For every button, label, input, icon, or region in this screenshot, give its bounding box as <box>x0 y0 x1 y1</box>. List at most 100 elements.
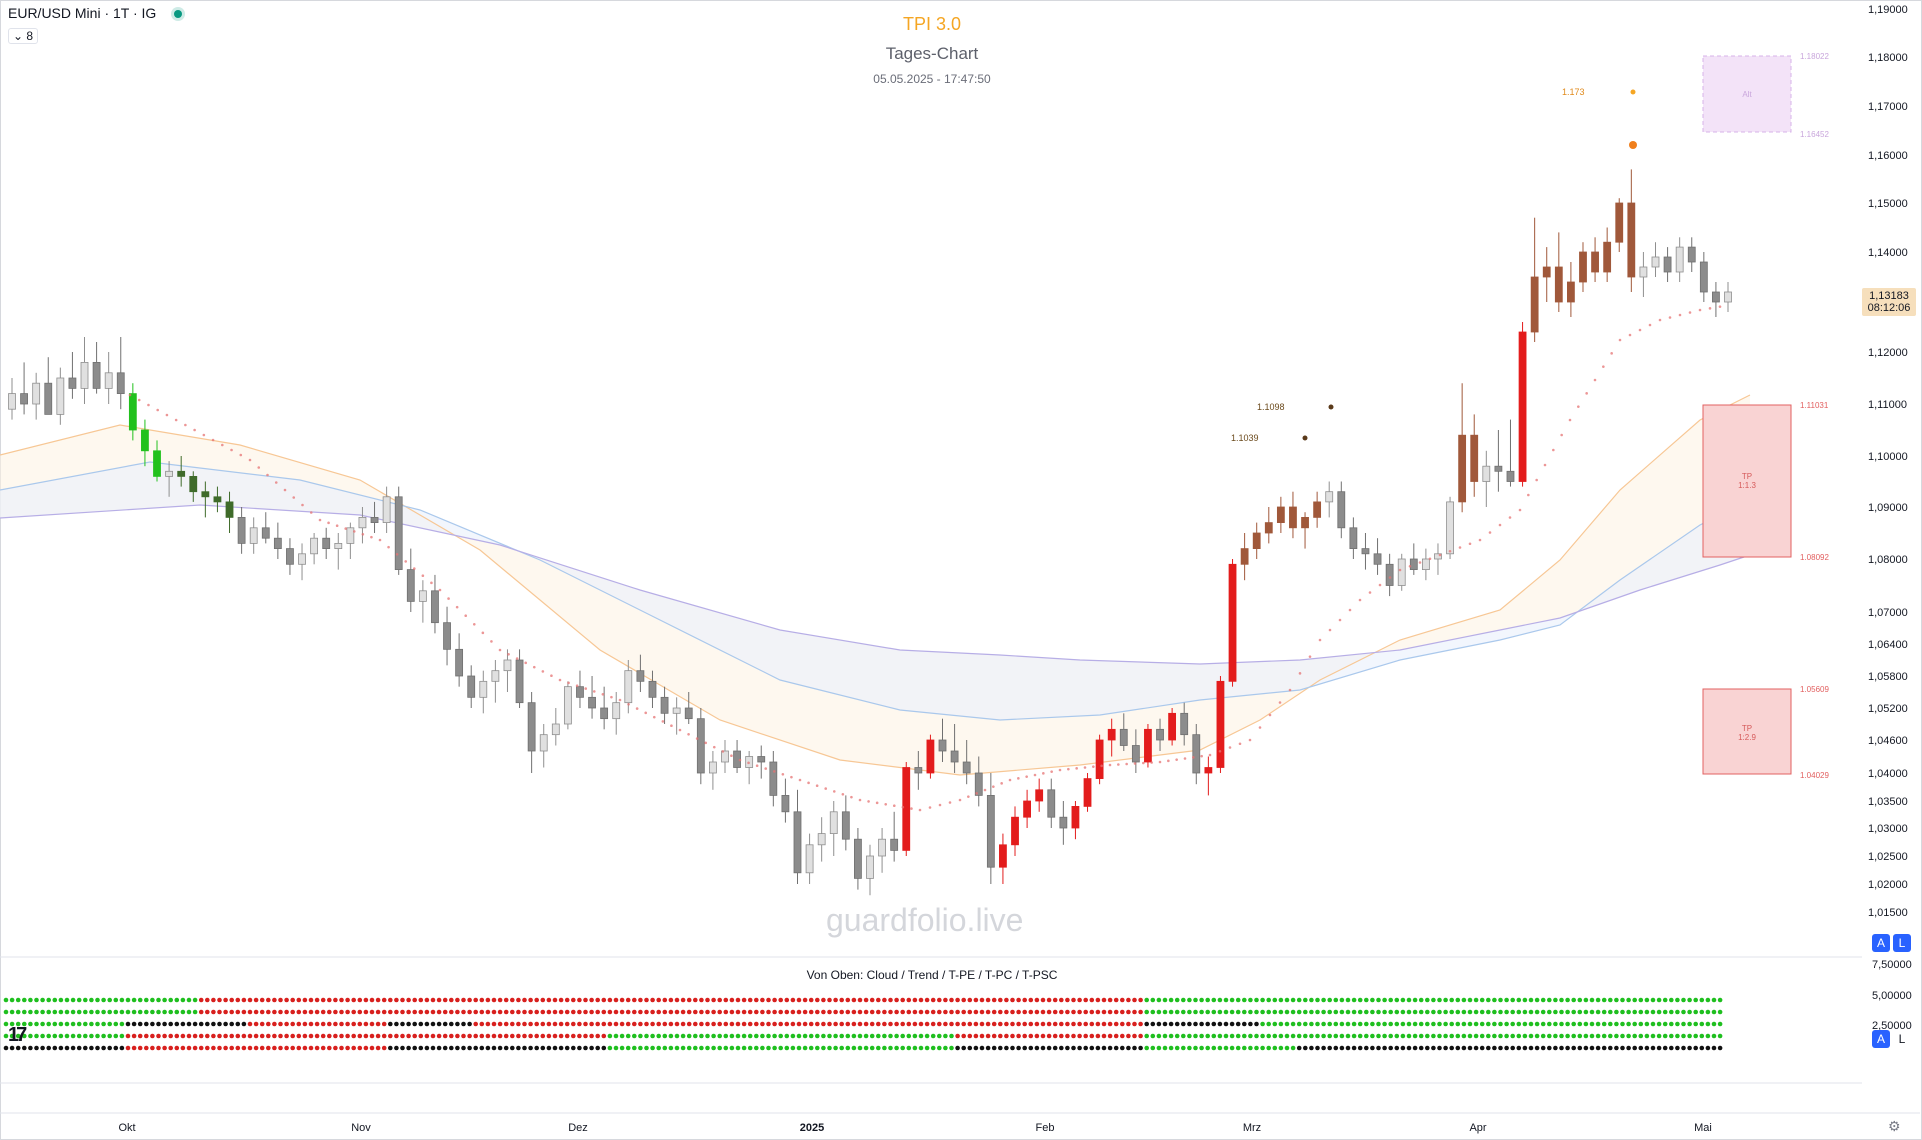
candle <box>1047 778 1056 828</box>
candle <box>80 337 89 404</box>
candle <box>1699 252 1708 302</box>
price-tick: 1,03000 <box>1868 823 1908 835</box>
candle <box>358 507 367 544</box>
candle <box>455 633 464 687</box>
pane-auto-scale-button[interactable]: A <box>1872 1030 1890 1048</box>
candle <box>854 828 862 890</box>
candle <box>1421 548 1430 581</box>
pane-log-scale-button[interactable]: L <box>1893 1030 1911 1048</box>
candle <box>1289 491 1297 539</box>
candle <box>1228 559 1237 687</box>
candle <box>781 778 790 823</box>
price-tick: 1,14000 <box>1868 247 1908 259</box>
tp1-low: 1.08092 <box>1800 553 1829 562</box>
target-1173-dot <box>1630 89 1636 95</box>
candle <box>201 481 210 518</box>
candle <box>1168 708 1177 746</box>
candle <box>817 817 826 862</box>
candle <box>370 501 379 533</box>
orange-signal-dot <box>1629 141 1637 149</box>
target-11098-dot <box>1328 404 1334 410</box>
candle <box>1603 227 1612 282</box>
candle <box>1349 517 1358 559</box>
time-axis[interactable]: Okt Nov Dez 2025 Feb Mrz Apr Mai <box>118 1122 1711 1134</box>
auto-scale-button[interactable]: A <box>1872 934 1890 952</box>
target-11039-label: 1.1039 <box>1231 433 1259 443</box>
price-tick: 1,12000 <box>1868 347 1908 359</box>
candle <box>491 660 500 703</box>
candle <box>92 342 101 394</box>
indicator-title: TPI 3.0 <box>902 14 962 34</box>
candle <box>986 773 995 884</box>
candle <box>261 512 270 544</box>
tp1-label: TP <box>1742 472 1752 481</box>
candle <box>322 527 331 559</box>
candle <box>866 844 874 896</box>
price-tick: 1,11000 <box>1868 399 1907 411</box>
log-scale-button[interactable]: L <box>1893 934 1911 952</box>
candle <box>1470 414 1479 497</box>
candle <box>721 740 729 773</box>
candle <box>467 665 476 708</box>
symbol-text[interactable]: EUR/USD Mini · 1T · IG <box>8 5 157 21</box>
candle <box>394 486 403 575</box>
settings-gear-icon[interactable]: ⚙ <box>1888 1118 1901 1134</box>
candle <box>1542 247 1551 302</box>
candle <box>1639 252 1648 297</box>
candle <box>588 676 596 719</box>
price-axis[interactable]: 1,19000 1,18000 1,17000 1,16000 1,15000 1,140… <box>1868 4 1912 1032</box>
price-tick: 1,02500 <box>1868 851 1908 863</box>
candle <box>346 522 355 559</box>
candle <box>1373 538 1382 575</box>
price-tick: 1,08000 <box>1868 554 1908 566</box>
candle <box>1264 507 1273 544</box>
tradingview-logo[interactable]: 17 <box>8 1024 27 1046</box>
price-tick: 1,01500 <box>1868 907 1908 919</box>
candle <box>1156 718 1164 751</box>
candle <box>1361 533 1370 570</box>
tp2-high: 1.05609 <box>1800 685 1829 694</box>
candle <box>636 654 645 692</box>
chart-subtitle: Tages-Chart <box>885 44 979 63</box>
candle <box>1482 450 1491 507</box>
time-tick: Okt <box>118 1122 135 1134</box>
candle <box>1011 806 1019 856</box>
indicator-collapse-button[interactable]: ⌄ 8 <box>8 28 39 44</box>
time-tick: Apr <box>1469 1122 1486 1134</box>
candle <box>745 751 754 785</box>
candle <box>709 751 717 790</box>
tp2-box <box>1702 688 1792 775</box>
symbol-title[interactable]: EUR/USD Mini · 1T · IG <box>8 5 183 21</box>
indicator-tick: 2,50000 <box>1872 1020 1912 1032</box>
candle <box>310 533 319 565</box>
candle <box>382 486 391 533</box>
candle <box>443 606 451 666</box>
candle <box>999 833 1007 884</box>
candle <box>189 471 198 502</box>
price-tick: 1,04600 <box>1868 735 1908 747</box>
candle <box>1325 481 1334 518</box>
watermark: guardfolio.live <box>826 902 1024 938</box>
price-tick: 1,15000 <box>1868 198 1908 210</box>
candle <box>841 795 850 851</box>
time-tick: Feb <box>1036 1122 1055 1134</box>
target-1173-label: 1.173 <box>1562 87 1585 97</box>
tp2-low: 1.04029 <box>1800 771 1829 780</box>
box-top-high: 1.18022 <box>1800 52 1829 61</box>
candle <box>334 533 343 570</box>
candle <box>1385 553 1394 597</box>
target-11039-dot <box>1302 435 1308 441</box>
candle <box>612 692 621 735</box>
candle <box>902 762 911 856</box>
candle <box>696 708 705 785</box>
candle <box>1506 419 1515 487</box>
candle <box>600 686 609 730</box>
candle <box>1397 553 1406 591</box>
price-tick: 1,04000 <box>1868 768 1908 780</box>
candle <box>733 740 741 773</box>
candle <box>503 649 512 692</box>
time-tick: 2025 <box>800 1122 824 1134</box>
candle <box>1446 496 1454 559</box>
candle <box>890 811 899 862</box>
